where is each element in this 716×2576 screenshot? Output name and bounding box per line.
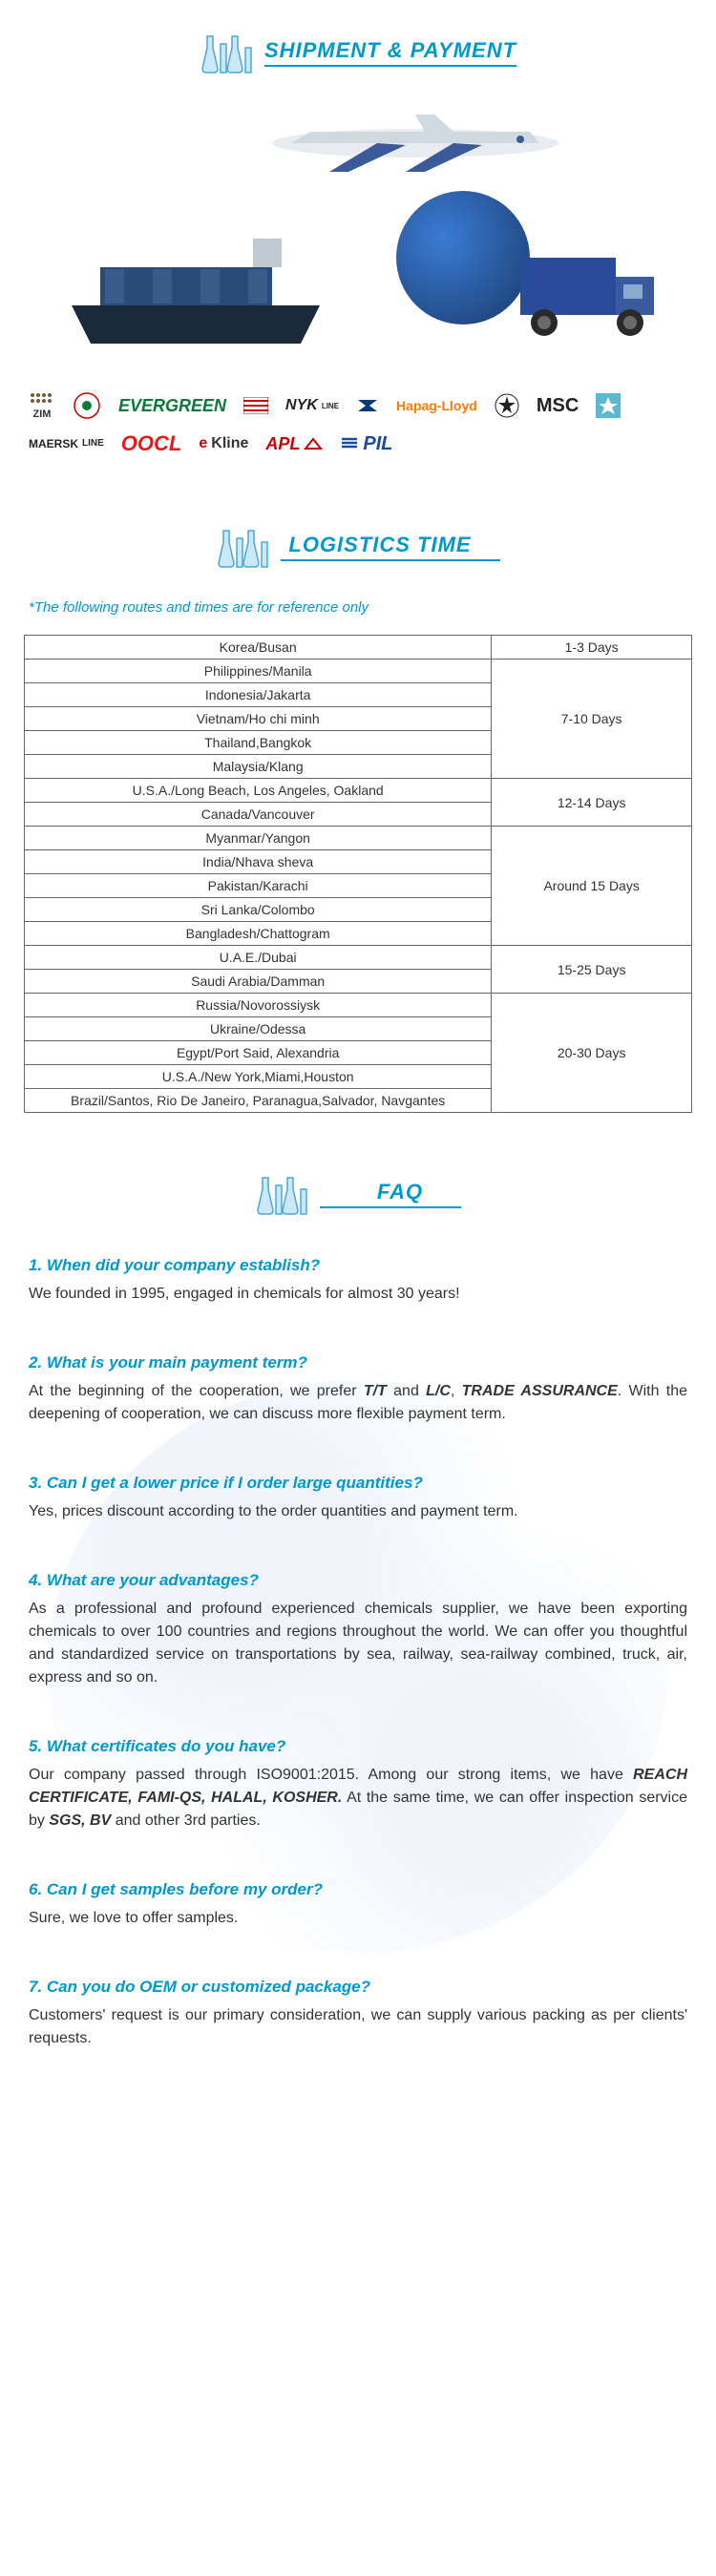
destination-cell: Canada/Vancouver <box>25 803 492 827</box>
faq-answer: Sure, we love to offer samples. <box>29 1907 687 1930</box>
table-row: Korea/Busan1-3 Days <box>25 636 692 660</box>
logo-nyk: NYKLINE <box>285 397 339 414</box>
flask-icon <box>255 1170 312 1218</box>
destination-cell: Indonesia/Jakarta <box>25 683 492 707</box>
destination-cell: Philippines/Manila <box>25 660 492 683</box>
faq-title: FAQ <box>320 1180 461 1208</box>
faq-item: 1. When did your company establish? We fo… <box>29 1256 687 1306</box>
faq-question: 6. Can I get samples before my order? <box>29 1880 687 1899</box>
table-row: U.A.E./Dubai15-25 Days <box>25 946 692 970</box>
logo-apl: APL <box>265 434 323 454</box>
logistics-title: LOGISTICS TIME <box>281 533 499 561</box>
destination-cell: Ukraine/Odessa <box>25 1017 492 1041</box>
time-cell: 7-10 Days <box>492 660 692 779</box>
time-cell: 15-25 Days <box>492 946 692 994</box>
logo-nyk-flag <box>243 397 268 414</box>
faq-header: FAQ <box>0 1170 716 1218</box>
faq-answer: As a professional and profound experienc… <box>29 1598 687 1689</box>
faq-item: 4. What are your advantages? As a profess… <box>29 1571 687 1689</box>
faq-answer: At the beginning of the cooperation, we … <box>29 1380 687 1426</box>
time-cell: 1-3 Days <box>492 636 692 660</box>
truck-icon <box>511 239 663 344</box>
faq-answer: We founded in 1995, engaged in chemicals… <box>29 1283 687 1306</box>
destination-cell: Thailand,Bangkok <box>25 731 492 755</box>
faq-item: 7. Can you do OEM or customized package?… <box>29 1978 687 2050</box>
destination-cell: Myanmar/Yangon <box>25 827 492 850</box>
logo-pil: PIL <box>340 433 392 455</box>
shipment-payment-header: SHIPMENT & PAYMENT <box>0 29 716 76</box>
table-row: Myanmar/YangonAround 15 Days <box>25 827 692 850</box>
logo-maersk: MAERSKLINE <box>29 438 104 450</box>
faq-question: 7. Can you do OEM or customized package? <box>29 1978 687 1997</box>
logistics-table: Korea/Busan1-3 DaysPhilippines/Manila7-1… <box>24 635 692 1113</box>
globe-icon <box>396 191 530 325</box>
destination-cell: Sri Lanka/Colombo <box>25 898 492 922</box>
plane-icon <box>263 105 568 191</box>
destination-cell: U.S.A./Long Beach, Los Angeles, Oakland <box>25 779 492 803</box>
shipment-title: SHIPMENT & PAYMENT <box>264 38 516 67</box>
faq-question: 5. What certificates do you have? <box>29 1737 687 1756</box>
faq-answer: Yes, prices discount according to the or… <box>29 1500 687 1523</box>
faq-item: 2. What is your main payment term? At the… <box>29 1353 687 1426</box>
time-cell: 20-30 Days <box>492 994 692 1113</box>
faq-question: 4. What are your advantages? <box>29 1571 687 1590</box>
table-row: U.S.A./Long Beach, Los Angeles, Oakland1… <box>25 779 692 803</box>
destination-cell: U.A.E./Dubai <box>25 946 492 970</box>
faq-item: 3. Can I get a lower price if I order la… <box>29 1474 687 1523</box>
destination-cell: Saudi Arabia/Damman <box>25 970 492 994</box>
logo-msc: MSC <box>537 395 579 417</box>
time-cell: Around 15 Days <box>492 827 692 946</box>
logo-zim: ZIM <box>29 391 55 420</box>
faq-item: 6. Can I get samples before my order? Sur… <box>29 1880 687 1930</box>
faq-question: 2. What is your main payment term? <box>29 1353 687 1372</box>
destination-cell: Russia/Novorossiysk <box>25 994 492 1017</box>
destination-cell: U.S.A./New York,Miami,Houston <box>25 1065 492 1089</box>
table-row: Russia/Novorossiysk20-30 Days <box>25 994 692 1017</box>
destination-cell: Korea/Busan <box>25 636 492 660</box>
logo-hapag: Hapag-Lloyd <box>396 398 477 413</box>
shipment-hero-illustration <box>33 95 683 363</box>
logistics-note: *The following routes and times are for … <box>0 590 716 635</box>
faq-answer: Customers' request is our primary consid… <box>29 2004 687 2050</box>
logo-badge <box>73 391 101 420</box>
destination-cell: Bangladesh/Chattogram <box>25 922 492 946</box>
logo-evergreen: EVERGREEN <box>118 396 226 416</box>
faq-question: 1. When did your company establish? <box>29 1256 687 1275</box>
ship-icon <box>62 229 329 353</box>
flask-icon <box>200 29 257 76</box>
faq-answer: Our company passed through ISO9001:2015.… <box>29 1764 687 1833</box>
table-row: Philippines/Manila7-10 Days <box>25 660 692 683</box>
time-cell: 12-14 Days <box>492 779 692 827</box>
destination-cell: Malaysia/Klang <box>25 755 492 779</box>
faq-question: 3. Can I get a lower price if I order la… <box>29 1474 687 1493</box>
destination-cell: Egypt/Port Said, Alexandria <box>25 1041 492 1065</box>
destination-cell: India/Nhava sheva <box>25 850 492 874</box>
flask-icon <box>216 523 273 571</box>
logo-msc-mark <box>495 393 519 418</box>
logo-oocl: OOCL <box>121 431 182 456</box>
destination-cell: Vietnam/Ho chi minh <box>25 707 492 731</box>
faq-item: 5. What certificates do you have? Our com… <box>29 1737 687 1833</box>
logo-maersk-mark <box>596 393 621 418</box>
logo-kline: eKline <box>199 435 248 452</box>
faq-section: 1. When did your company establish? We fo… <box>0 1237 716 2155</box>
logistics-header: LOGISTICS TIME <box>0 523 716 571</box>
logo-hapag-mark <box>356 396 379 415</box>
carrier-logos-row: ZIM EVERGREEN NYKLINE Hapag-Lloyd MSC MA… <box>0 382 716 494</box>
destination-cell: Pakistan/Karachi <box>25 874 492 898</box>
destination-cell: Brazil/Santos, Rio De Janeiro, Paranagua… <box>25 1089 492 1113</box>
